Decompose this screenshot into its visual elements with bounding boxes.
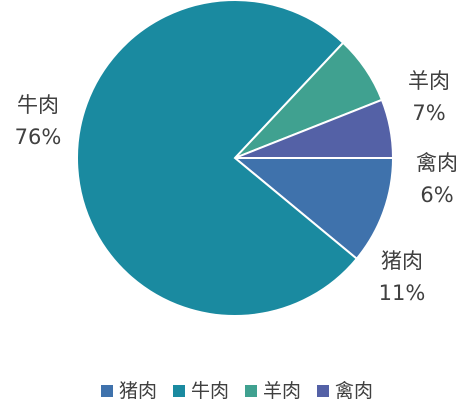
legend-label: 牛肉 [190, 379, 229, 402]
legend-item: 羊肉 [245, 379, 302, 402]
pie-slice-2 [76, 0, 359, 317]
pie-slice-4 [234, 98, 395, 159]
slice-value-label: 7% [412, 101, 445, 125]
legend: 猪肉 牛肉 羊肉 禽肉 [0, 376, 474, 406]
slice-value-label: 76% [15, 125, 62, 149]
slice-category-label: 羊肉 [408, 69, 450, 93]
legend-label: 禽肉 [335, 379, 374, 402]
legend-swatch [317, 385, 330, 397]
legend-item: 禽肉 [317, 379, 374, 402]
pie-labels: 猪肉 11% 牛肉 76% 羊肉 7% 禽肉 6% [15, 69, 458, 305]
legend-swatch [100, 385, 113, 397]
pie-slice-1 [232, 157, 395, 261]
slice-category-label: 猪肉 [381, 249, 423, 273]
legend-item: 猪肉 [100, 379, 157, 402]
slice-category-label: 牛肉 [17, 93, 59, 117]
legend-label: 羊肉 [263, 379, 302, 402]
legend-swatch [172, 385, 185, 397]
legend-label: 猪肉 [118, 379, 157, 402]
slice-value-label: 11% [379, 281, 426, 305]
legend-item: 牛肉 [172, 379, 229, 402]
legend-swatch [245, 385, 257, 397]
slice-value-label: 6% [420, 183, 453, 207]
pie-slices [76, 0, 395, 317]
slice-category-label: 禽肉 [416, 151, 458, 175]
